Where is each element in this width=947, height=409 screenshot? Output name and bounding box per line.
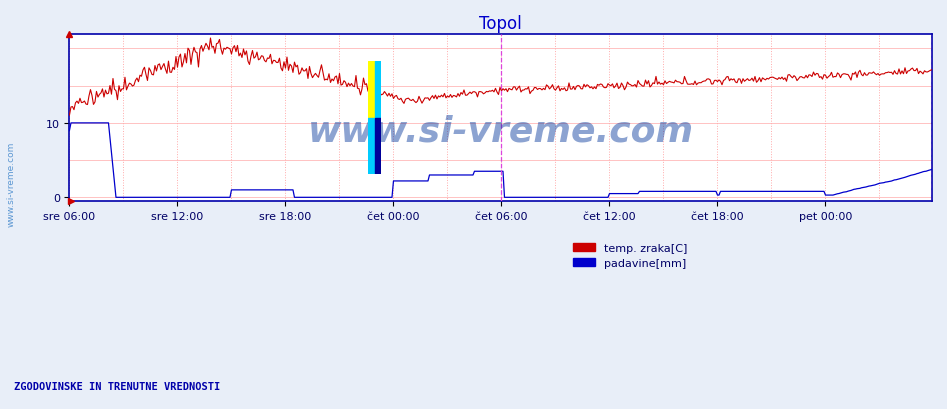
Title: Topol: Topol xyxy=(479,15,522,33)
Bar xyxy=(368,118,375,175)
Text: www.si-vreme.com: www.si-vreme.com xyxy=(308,115,694,148)
Bar xyxy=(375,118,381,175)
Bar xyxy=(375,62,381,118)
Bar xyxy=(368,62,375,118)
Legend: temp. zraka[C], padavine[mm]: temp. zraka[C], padavine[mm] xyxy=(568,238,692,273)
Text: ZGODOVINSKE IN TRENUTNE VREDNOSTI: ZGODOVINSKE IN TRENUTNE VREDNOSTI xyxy=(14,382,221,391)
Text: www.si-vreme.com: www.si-vreme.com xyxy=(7,142,16,227)
